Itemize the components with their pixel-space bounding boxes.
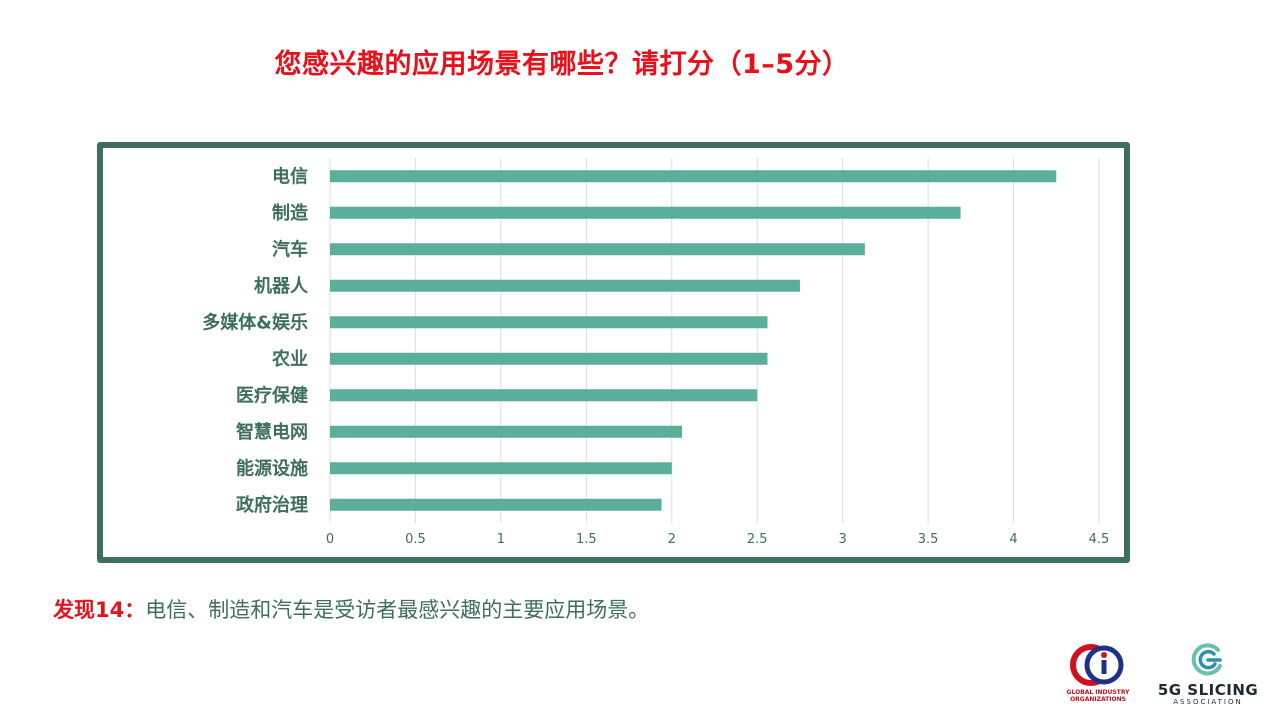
x-tick-label: 1.5 xyxy=(576,532,597,547)
x-tick-label: 1 xyxy=(497,532,505,547)
category-label: 能源设施 xyxy=(236,457,308,479)
chart-frame: 0 0.5 1 1.5 2 2.5 3 3.5 4 4.5 电信制造汽车机器人多媒体&娱乐农业医疗保… xyxy=(97,142,1130,563)
category-label: 医疗保健 xyxy=(236,384,308,406)
category-label: 电信 xyxy=(272,165,308,187)
gio-logo-name: GLOBAL INDUSTRY ORGANIZATIONS xyxy=(1066,689,1130,703)
5g-slicing-logo-name: 5G SLICING xyxy=(1157,681,1259,699)
page-title: 您感兴趣的应用场景有哪些？请打分（1–5分） xyxy=(274,49,850,80)
bar xyxy=(330,243,865,256)
category-label: 政府治理 xyxy=(236,494,308,516)
bar-chart: 0 0.5 1 1.5 2 2.5 3 3.5 4 4.5 电信制造汽车机器人多媒体&娱乐农业医疗保… xyxy=(202,158,1110,547)
bar xyxy=(330,279,800,292)
gio-logo-icon xyxy=(1070,644,1124,686)
bar xyxy=(330,170,1057,183)
category-label: 农业 xyxy=(271,348,308,370)
x-tick-label: 4.5 xyxy=(1089,532,1110,547)
finding-text: 发现14：电信、制造和汽车是受访者最感兴趣的主要应用场景。 xyxy=(53,594,649,624)
category-label: 制造 xyxy=(272,202,308,224)
5g-slicing-logo-icon xyxy=(1191,643,1222,676)
bar xyxy=(330,462,672,475)
bar xyxy=(330,389,758,402)
x-tick-label: 3.5 xyxy=(918,532,939,547)
bar xyxy=(330,498,662,511)
gio-logo: GLOBAL INDUSTRY ORGANIZATIONS xyxy=(1062,642,1134,710)
bar xyxy=(330,352,768,365)
category-label: 机器人 xyxy=(254,276,309,297)
x-tick-label: 0.5 xyxy=(405,532,426,547)
x-tick-label: 2 xyxy=(668,532,676,547)
category-label: 多媒体&娱乐 xyxy=(202,311,308,333)
x-tick-label: 0 xyxy=(326,532,334,547)
x-tick-label: 2.5 xyxy=(747,532,768,547)
category-label: 汽车 xyxy=(272,238,308,260)
finding-body: 电信、制造和汽车是受访者最感兴趣的主要应用场景。 xyxy=(145,598,650,622)
bar xyxy=(330,206,961,219)
bar xyxy=(330,425,683,438)
5g-slicing-logo-sub: ASSOCIATION xyxy=(1173,698,1243,706)
bar xyxy=(330,316,768,329)
category-label: 智慧电网 xyxy=(236,421,308,443)
finding-prefix: 发现14： xyxy=(53,598,146,622)
x-tick-label: 3 xyxy=(839,532,847,547)
5g-slicing-logo: 5G SLICING ASSOCIATION xyxy=(1150,642,1266,712)
x-tick-label: 4 xyxy=(1009,532,1017,547)
